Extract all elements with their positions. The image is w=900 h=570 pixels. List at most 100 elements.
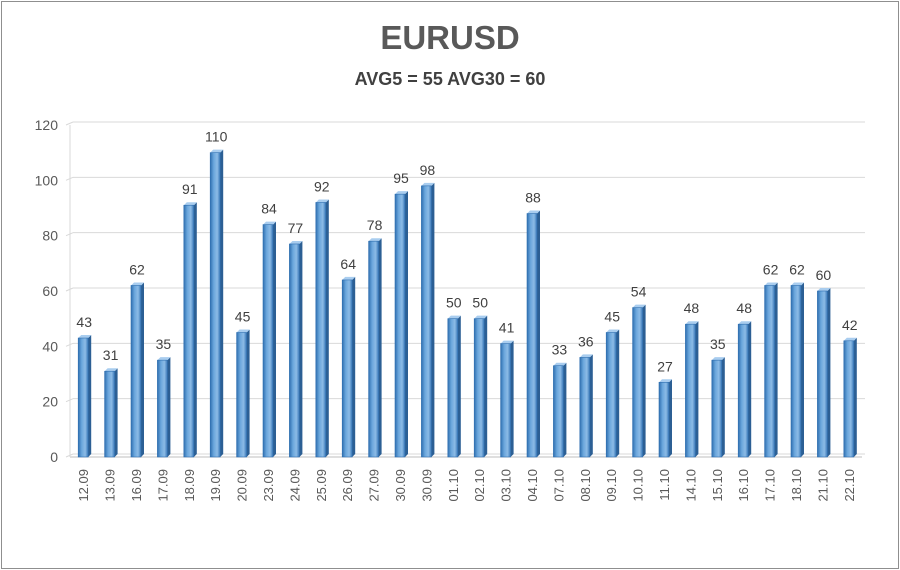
bar-front: [104, 370, 115, 458]
x-tick-label: 04.10: [525, 469, 540, 502]
x-tick-label: 23.09: [261, 469, 276, 502]
bar-front: [843, 340, 855, 458]
bar-side: [774, 282, 778, 457]
bar-front: [130, 285, 142, 458]
x-tick-label: 03.10: [499, 469, 514, 502]
data-label: 27: [657, 358, 673, 374]
data-label: 88: [525, 190, 541, 206]
bar-top: [579, 354, 593, 358]
bar-top: [289, 240, 303, 244]
bar-side: [141, 282, 144, 457]
bar-side: [642, 304, 646, 457]
data-label: 110: [205, 129, 228, 145]
bar-side: [827, 288, 831, 457]
x-tick-label: 19.09: [208, 469, 223, 502]
chart-subtitle: AVG5 = 55 AVG30 = 60: [354, 69, 546, 89]
y-tick-label: 0: [50, 449, 58, 465]
x-tick-label: 08.10: [578, 469, 593, 502]
bar-top: [685, 321, 699, 325]
bar: [605, 329, 620, 458]
x-tick-label: 12.09: [76, 469, 91, 502]
bar-front: [685, 323, 696, 458]
bar: [289, 240, 303, 458]
x-tick-label: 14.10: [683, 469, 698, 502]
bar: [500, 340, 514, 458]
x-tick-label: 18.10: [789, 469, 804, 502]
y-tick-label: 80: [42, 228, 58, 244]
bar: [183, 202, 197, 458]
y-tick-label: 100: [35, 172, 59, 188]
data-label: 84: [261, 201, 277, 217]
bar: [817, 288, 831, 458]
y-tick-label: 20: [42, 394, 58, 410]
chart-title: EURUSD: [380, 19, 520, 56]
bar-front: [473, 318, 485, 458]
bar-front: [209, 152, 221, 458]
x-tick-label: 01.10: [446, 469, 461, 502]
data-label: 62: [129, 261, 145, 277]
bar: [843, 337, 857, 458]
x-tick-label: 17.09: [155, 469, 170, 502]
bar-front: [341, 279, 353, 458]
bar-top: [131, 282, 144, 286]
data-label: 45: [604, 309, 620, 325]
data-label: 54: [631, 284, 647, 300]
x-tick-label: 20.09: [235, 469, 250, 502]
x-tick-label: 30.09: [393, 469, 408, 502]
x-tick-labels: 12.09 13.09 16.09 17.09 18.09 19.09 20.09 23.09…: [76, 469, 857, 502]
bar-front: [632, 307, 643, 458]
bar-side: [273, 221, 276, 457]
bar-front: [183, 204, 195, 458]
x-tick-label: 09.10: [604, 469, 619, 502]
bar-front: [579, 357, 591, 458]
bar-front: [447, 318, 459, 458]
bar-front: [737, 323, 749, 458]
bar-side: [748, 321, 752, 457]
data-label: 31: [103, 347, 119, 363]
data-label: 78: [367, 217, 383, 233]
bar-top: [764, 282, 778, 286]
bar-side: [220, 149, 224, 457]
bar-side: [563, 362, 567, 457]
bar-front: [421, 185, 432, 458]
bar-top: [553, 362, 567, 366]
gridline-depth: [65, 121, 74, 126]
bar-front: [658, 381, 670, 458]
bar-front: [764, 285, 775, 458]
x-tick-label: 16.09: [129, 469, 144, 502]
bar: [632, 304, 646, 458]
bar: [685, 321, 699, 458]
data-label: 42: [842, 317, 858, 333]
bar-front: [315, 202, 327, 458]
bar-top: [210, 149, 224, 153]
bar-top: [263, 221, 276, 225]
bar-side: [510, 340, 514, 457]
data-label: 64: [340, 256, 356, 272]
bar: [104, 368, 118, 458]
bar-front: [368, 240, 379, 458]
data-label: 36: [578, 333, 594, 349]
bar-front: [394, 193, 406, 458]
x-tick-label: 17.10: [763, 469, 778, 502]
axes: [69, 125, 862, 458]
bar-top: [236, 329, 250, 333]
bar: [368, 238, 382, 458]
bar: [315, 199, 329, 458]
bar-side: [405, 191, 408, 457]
bar: [553, 362, 567, 458]
data-label: 95: [393, 170, 409, 186]
bar-side: [88, 335, 92, 457]
bar-top: [78, 335, 92, 339]
bar: [764, 282, 778, 458]
data-label: 43: [76, 314, 92, 330]
bar: [737, 321, 752, 458]
bar-top: [711, 357, 725, 361]
data-label: 41: [499, 320, 515, 336]
bar: [447, 315, 461, 458]
x-tick-label: 02.10: [472, 469, 487, 502]
data-label: 33: [552, 342, 568, 358]
data-label: 35: [156, 336, 172, 352]
bar-top: [738, 321, 752, 325]
bar-top: [632, 304, 646, 308]
